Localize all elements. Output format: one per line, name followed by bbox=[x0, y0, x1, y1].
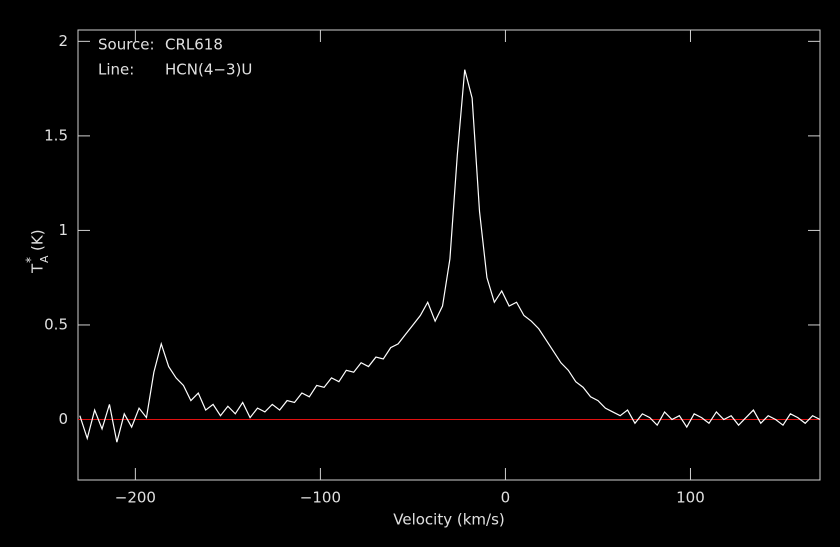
y-label-sub: A bbox=[38, 255, 51, 263]
x-tick-label: −100 bbox=[300, 489, 341, 507]
x-tick-label: 0 bbox=[501, 489, 511, 507]
y-label-sup: * bbox=[24, 257, 38, 263]
x-tick-label: 100 bbox=[676, 489, 705, 507]
y-tick-label: 1.5 bbox=[44, 126, 68, 144]
y-axis-label: T * A (K) bbox=[24, 229, 52, 274]
annotation-label: Line: bbox=[98, 61, 134, 79]
x-axis-label: Velocity (km/s) bbox=[393, 511, 504, 529]
spectrum-line bbox=[79, 69, 821, 443]
y-tick-label: 0 bbox=[58, 410, 68, 428]
y-tick-label: 1 bbox=[58, 221, 68, 239]
y-label-main: T bbox=[29, 263, 47, 274]
x-tick-label: −200 bbox=[115, 489, 156, 507]
plot-frame bbox=[77, 29, 821, 481]
annotation-text: HCN(4−3)U bbox=[165, 61, 252, 79]
y-tick-label: 2 bbox=[58, 32, 68, 50]
y-tick-label: 0.5 bbox=[44, 315, 68, 333]
y-label-unit: (K) bbox=[29, 229, 47, 251]
annotation-text: CRL618 bbox=[165, 36, 223, 54]
annotation-label: Source: bbox=[98, 36, 155, 54]
